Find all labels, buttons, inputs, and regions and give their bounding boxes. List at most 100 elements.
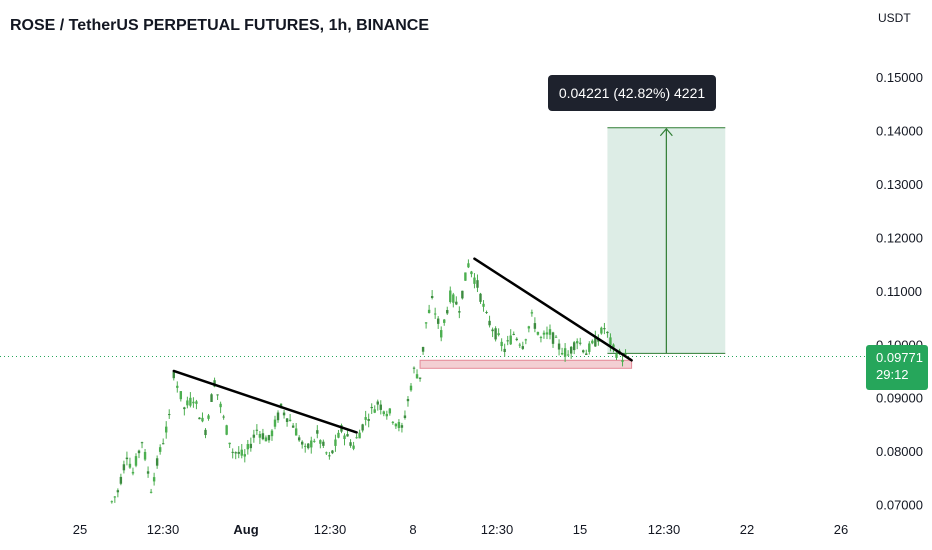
- candle-body: [551, 332, 555, 344]
- candle-body: [409, 385, 413, 391]
- candle-body: [301, 441, 304, 445]
- candle-body: [509, 335, 512, 345]
- candle-body: [273, 419, 277, 427]
- candle-body: [533, 323, 537, 329]
- candle-body: [539, 337, 543, 339]
- candle-body: [488, 320, 491, 326]
- candle-body: [394, 423, 398, 427]
- x-tick-label: 26: [834, 522, 848, 537]
- last-price-value: 0.09771: [876, 350, 923, 365]
- candle-body: [255, 429, 259, 431]
- candle-body: [391, 421, 395, 423]
- candle-body: [146, 471, 150, 474]
- x-tick-label: 15: [573, 522, 587, 537]
- candle-body: [385, 413, 389, 417]
- candle-body: [243, 454, 246, 457]
- candle-body: [430, 296, 434, 298]
- zones-layer: [0, 127, 866, 369]
- candle-body: [494, 328, 497, 340]
- candle-body: [536, 331, 540, 335]
- candle-body: [246, 444, 250, 450]
- candle-body: [497, 333, 500, 336]
- target-arrow-head: [659, 127, 673, 137]
- x-tick-label: 8: [409, 522, 416, 537]
- candle-body: [452, 294, 455, 303]
- candle-body: [624, 353, 627, 355]
- candle-body: [455, 301, 458, 305]
- candle-body: [322, 441, 325, 446]
- candle-body: [524, 339, 528, 341]
- candle-body: [603, 328, 606, 330]
- candle-body: [518, 344, 521, 346]
- candle-body: [343, 435, 346, 440]
- candle-body: [213, 380, 216, 387]
- candle-body: [388, 408, 392, 414]
- candle-body: [482, 303, 485, 307]
- candle-body: [228, 442, 231, 445]
- candle-body: [137, 450, 141, 454]
- candle-body: [237, 451, 240, 454]
- candle-body: [113, 496, 117, 498]
- candle-body: [521, 346, 525, 349]
- candle-body: [373, 409, 376, 413]
- y-axis[interactable]: 0.150000.140000.130000.120000.110000.100…: [876, 70, 923, 513]
- candle-body: [310, 440, 313, 448]
- candle-body: [479, 293, 482, 302]
- candle-body: [288, 419, 292, 421]
- candle-body: [161, 443, 165, 445]
- candle-body: [152, 477, 156, 482]
- candle-body: [443, 319, 446, 323]
- measure-readout: 0.04221 (42.82%) 4221: [548, 75, 716, 111]
- candle-body: [155, 458, 159, 466]
- candle-body: [165, 426, 168, 433]
- candle-body: [198, 417, 201, 420]
- candle-body: [376, 401, 379, 405]
- candle-body: [225, 425, 228, 435]
- candle-body: [172, 371, 175, 379]
- candle-body: [467, 263, 470, 268]
- candle-body: [192, 401, 195, 404]
- candle-body: [316, 430, 319, 434]
- x-axis[interactable]: 25 12:30 Aug 12:30 8 12:30 15 12:30 22 26: [73, 522, 848, 537]
- x-tick-label: Aug: [233, 522, 258, 537]
- y-tick-label: 0.13000: [876, 177, 923, 192]
- candle-body: [615, 354, 618, 358]
- y-tick-label: 0.08000: [876, 444, 923, 459]
- candle-body: [560, 352, 564, 355]
- candle-body: [530, 312, 534, 314]
- candle-body: [566, 354, 570, 356]
- candle-body: [427, 309, 431, 314]
- candle-body: [313, 440, 316, 442]
- candle-body: [485, 312, 488, 314]
- x-tick-label: 12:30: [147, 522, 180, 537]
- candle-body: [346, 434, 349, 437]
- candle-body: [591, 340, 594, 344]
- price-unit-label: USDT: [878, 11, 911, 25]
- candle-body: [285, 418, 289, 422]
- candle-body: [261, 433, 265, 440]
- y-tick-label: 0.11000: [876, 284, 922, 299]
- candle-body: [503, 348, 506, 353]
- candle-body: [294, 428, 298, 436]
- candle-body: [412, 367, 416, 369]
- candle-body: [131, 471, 135, 474]
- candle-body: [461, 290, 464, 299]
- candle-body: [585, 353, 588, 355]
- candle-body: [134, 456, 138, 466]
- candle-body: [116, 490, 120, 493]
- candle-body: [349, 442, 352, 446]
- candle-body: [279, 403, 283, 408]
- candle-body: [403, 415, 407, 418]
- candle-body: [204, 429, 207, 436]
- candle-body: [264, 437, 268, 442]
- candle-body: [234, 452, 237, 454]
- x-tick-label: 12:30: [648, 522, 681, 537]
- x-tick-label: 12:30: [314, 522, 347, 537]
- candle-body: [382, 411, 385, 415]
- candle-body: [424, 322, 428, 324]
- candle-body: [440, 330, 443, 338]
- candle-body: [122, 464, 126, 471]
- candle-body: [542, 332, 546, 335]
- candle-body: [612, 344, 615, 348]
